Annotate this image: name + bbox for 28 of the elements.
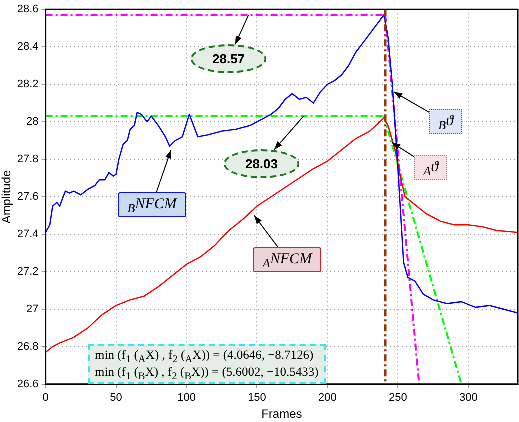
x-tick-label: 0	[42, 392, 49, 404]
text: min (f$_{1}$ ($_{A}$X) , f$_{2}$ ($_{A}$X)) = (4.0646, −8.7126)	[95, 348, 314, 366]
x-axis-title: Frames	[262, 407, 302, 422]
y-tick-label: 28.4	[17, 41, 39, 54]
y-tick-label: 27.6	[17, 191, 39, 204]
x-tick-label: 50	[110, 392, 122, 404]
y-tick-label: 27.4	[17, 228, 39, 241]
y-tick-label: 27.8	[17, 154, 39, 166]
y-tick-label: 27.2	[17, 266, 39, 278]
ellipse-callout: 28.57	[190, 44, 268, 74]
y-axis-title: Amplitude	[0, 170, 14, 224]
x-tick-label: 150	[248, 392, 266, 404]
y-tick-label: 28.2	[17, 78, 39, 91]
y-tick-label: 28.6	[17, 4, 39, 16]
x-tick-label: 100	[178, 392, 196, 404]
annotation: $_{B}$ϑ	[429, 110, 462, 135]
y-tick-label: 27	[26, 303, 39, 316]
x-tick-label: 200	[318, 392, 337, 404]
y-tick-label: 28	[26, 116, 39, 128]
text: min (f$_{1}$ ($_{B}$X) , f$_{2}$ ($_{B}$X)) = (5.6002, −10.5433)	[95, 365, 319, 382]
annotation: $_{A}$ϑ	[414, 155, 448, 180]
x-tick-label: 300	[459, 392, 478, 404]
ellipse-callout: 28.03	[223, 150, 300, 179]
y-tick-label: 26.8	[17, 340, 39, 353]
x-tick-label: 250	[389, 392, 408, 404]
annotation: $_{B}$NFCM	[118, 192, 186, 218]
annotation: $_{A}$NFCM	[254, 247, 322, 272]
y-tick-label: 26.6	[17, 378, 39, 390]
